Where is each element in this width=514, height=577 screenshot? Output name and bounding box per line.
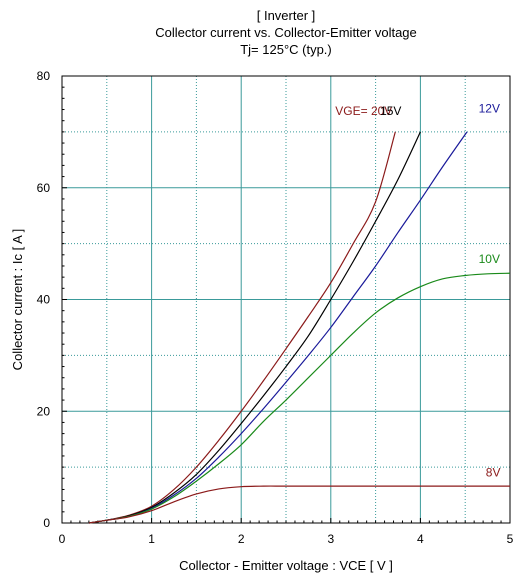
x-tick-label: 1 xyxy=(148,532,155,546)
chart-title: [ Inverter ] Collector current vs. Collec… xyxy=(155,8,417,57)
y-tick-label: 80 xyxy=(37,69,51,83)
series-label-1: VGE= 20V xyxy=(335,104,392,118)
y-tick-label: 20 xyxy=(37,404,51,418)
y-tick-label: 40 xyxy=(37,293,51,307)
x-tick-label: 0 xyxy=(59,532,66,546)
series-label-3: 12V xyxy=(479,101,500,115)
grid xyxy=(62,76,510,523)
series-label-5: 8V xyxy=(486,466,501,480)
series-line-5 xyxy=(88,485,510,524)
series-label-4: 10V xyxy=(479,252,500,266)
title-line-3: Tj= 125°C (typ.) xyxy=(240,42,332,57)
x-tick-label: 4 xyxy=(417,532,424,546)
y-tick-label: 0 xyxy=(43,516,50,530)
y-axis-label: Collector current : Ic [ A ] xyxy=(10,229,25,371)
x-tick-label: 3 xyxy=(327,532,334,546)
x-axis-label: Collector - Emitter voltage : VCE [ V ] xyxy=(179,558,393,573)
y-tick-label: 60 xyxy=(37,181,51,195)
title-line-1: [ Inverter ] xyxy=(257,8,316,23)
series xyxy=(88,131,511,524)
series-line-1 xyxy=(88,131,396,524)
x-tick-label: 2 xyxy=(238,532,245,546)
x-tick-label: 5 xyxy=(507,532,514,546)
series-line-2 xyxy=(88,131,421,524)
series-line-3 xyxy=(88,131,468,524)
series-label-2: 15V xyxy=(380,104,401,118)
axis-ticks: 0 1 2 3 4 5 0 20 40 60 80 xyxy=(37,69,514,546)
series-line-4 xyxy=(88,272,511,524)
title-line-2: Collector current vs. Collector-Emitter … xyxy=(155,25,417,40)
